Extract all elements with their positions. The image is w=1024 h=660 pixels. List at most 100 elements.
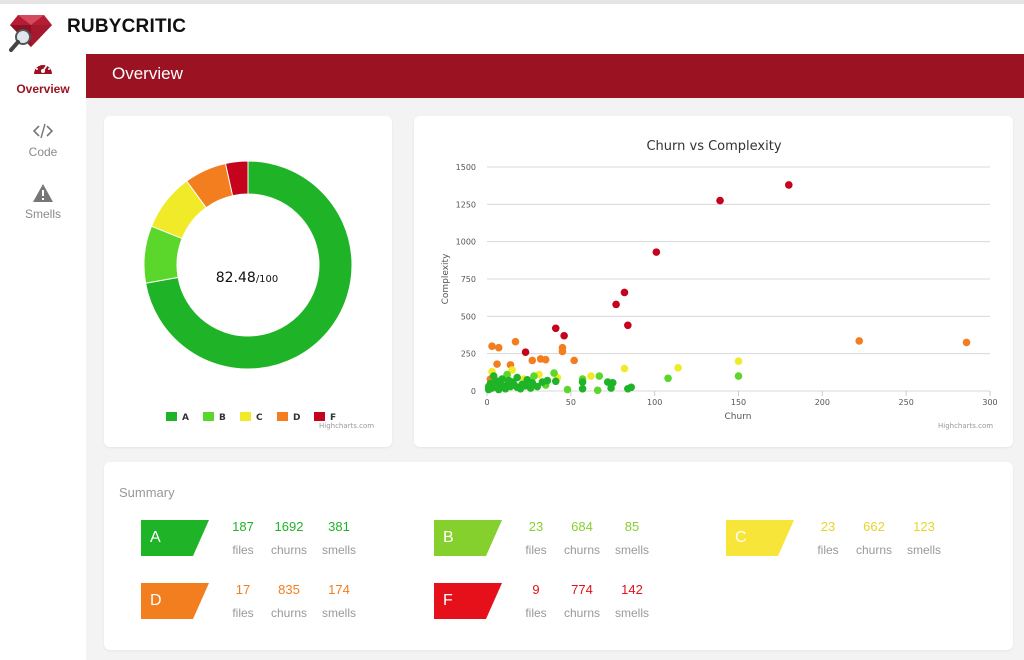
- scatter-point[interactable]: [494, 343, 503, 352]
- grade-letter: B: [443, 529, 454, 546]
- sidebar: Overview Code Smells: [0, 54, 86, 660]
- legend-swatch-d[interactable]: [277, 412, 288, 421]
- grade-f-summary: F 9 files 774 churns 142 smells: [434, 583, 680, 623]
- x-tick-label: 50: [566, 398, 576, 407]
- sidebar-item-overview[interactable]: Overview: [0, 58, 86, 114]
- scatter-point[interactable]: [541, 355, 550, 364]
- grade-a-summary: A 187 files 1692 churns 381 smells: [141, 520, 387, 560]
- grade-flag[interactable]: [434, 583, 502, 619]
- chart-credits[interactable]: Highcharts.com: [938, 422, 993, 430]
- stat-smells: 381 smells: [314, 520, 364, 558]
- sidebar-item-code[interactable]: Code: [0, 121, 86, 177]
- scatter-point[interactable]: [493, 360, 501, 368]
- scatter-point[interactable]: [570, 356, 578, 365]
- legend-label-c[interactable]: C: [256, 413, 263, 423]
- scatter-point[interactable]: [624, 384, 632, 393]
- scatter-point[interactable]: [716, 196, 724, 205]
- churn-complexity-card: Churn vs Complexity 0 250 500 750 1000 1250 15…: [414, 116, 1013, 447]
- scatter-point[interactable]: [521, 348, 530, 356]
- scatter-point[interactable]: [578, 384, 587, 393]
- scatter-point[interactable]: [488, 342, 496, 350]
- scatter-point[interactable]: [734, 357, 743, 365]
- scatter-point[interactable]: [595, 372, 604, 380]
- scatter-point[interactable]: [551, 324, 560, 333]
- scatter-point[interactable]: [528, 356, 537, 365]
- scatter-point[interactable]: [578, 378, 587, 386]
- scatter-point[interactable]: [560, 331, 568, 340]
- grade-flag[interactable]: [726, 520, 794, 556]
- legend-swatch-a[interactable]: [166, 412, 177, 421]
- scatter-point[interactable]: [504, 376, 513, 385]
- legend-label-f[interactable]: F: [330, 413, 336, 423]
- grade-letter: A: [150, 529, 161, 546]
- stat-caption: smells: [321, 606, 356, 620]
- legend-label-d[interactable]: D: [293, 413, 300, 423]
- scatter-point[interactable]: [508, 366, 516, 374]
- scatter-point[interactable]: [734, 372, 743, 380]
- stat-value: 835: [278, 582, 300, 597]
- scatter-point[interactable]: [593, 386, 602, 395]
- scatter-point[interactable]: [855, 337, 864, 345]
- donut-slice-f[interactable]: [224, 160, 249, 197]
- stat-smells: 123 smells: [899, 519, 949, 558]
- scatter-point[interactable]: [523, 376, 532, 384]
- legend-swatch-c[interactable]: [240, 412, 251, 421]
- stat-value: 23: [528, 519, 544, 534]
- sidebar-item-smells[interactable]: Smells: [0, 183, 86, 239]
- scatter-point[interactable]: [587, 372, 595, 380]
- stat-caption: files: [525, 606, 547, 620]
- legend-swatch-f[interactable]: [314, 412, 325, 421]
- top-bar: RUBYCRITIC: [0, 0, 1024, 54]
- scatter-point[interactable]: [558, 347, 567, 356]
- sidebar-item-label: Overview: [16, 82, 70, 96]
- scatter-point[interactable]: [526, 384, 535, 392]
- scatter-point[interactable]: [620, 364, 629, 373]
- scatter-point[interactable]: [652, 248, 661, 256]
- x-tick-label: 300: [982, 398, 997, 407]
- scatter-point[interactable]: [612, 300, 620, 309]
- warning-icon: [33, 184, 53, 202]
- legend-swatch-b[interactable]: [203, 412, 214, 421]
- scatter-point[interactable]: [503, 370, 511, 379]
- scatter-point[interactable]: [511, 337, 520, 346]
- svg-text:82.48/100: 82.48/100: [216, 270, 279, 286]
- scatter-point[interactable]: [620, 288, 629, 297]
- churn-complexity-chart: Churn vs Complexity 02505007501000125015…: [441, 139, 998, 430]
- score-max: /100: [256, 274, 278, 285]
- scatter-point[interactable]: [674, 364, 682, 372]
- scatter-point[interactable]: [499, 383, 508, 392]
- scatter-point[interactable]: [550, 369, 558, 377]
- stat-caption: smells: [614, 606, 649, 620]
- grade-flag[interactable]: [141, 520, 209, 556]
- stat-caption: churns: [270, 543, 308, 557]
- grade-flag[interactable]: [434, 520, 502, 556]
- stat-value: 187: [232, 519, 254, 534]
- legend-label-a[interactable]: A: [182, 413, 189, 423]
- grade-flag[interactable]: [141, 583, 209, 619]
- scatter-point[interactable]: [962, 338, 971, 347]
- scatter-point[interactable]: [513, 373, 521, 382]
- scatter-point[interactable]: [543, 376, 552, 385]
- scatter-point[interactable]: [493, 377, 501, 386]
- scatter-point[interactable]: [607, 384, 615, 392]
- ruby-magnifier-logo[interactable]: [8, 13, 54, 53]
- scatter-point[interactable]: [785, 181, 793, 189]
- stat-caption: churns: [563, 543, 601, 557]
- scatter-point[interactable]: [530, 372, 538, 380]
- scatter-point[interactable]: [664, 374, 672, 383]
- stat-value: 1692: [274, 519, 304, 534]
- stat-value: 123: [913, 519, 935, 534]
- scatter-point[interactable]: [563, 385, 572, 394]
- donut-slice-a[interactable]: [145, 160, 353, 370]
- scatter-point[interactable]: [624, 321, 632, 330]
- scatter-point[interactable]: [551, 377, 560, 386]
- chart-credits[interactable]: Highcharts.com: [319, 422, 374, 430]
- app-brand[interactable]: RUBYCRITIC: [67, 16, 187, 37]
- stat-churns: 1692 churns: [264, 519, 314, 558]
- x-axis-label: Churn: [725, 412, 752, 422]
- scatter-point[interactable]: [484, 382, 493, 391]
- grade-d-summary: D 17 files 835 churns 174 smells: [141, 583, 387, 623]
- y-tick-label: 1250: [456, 200, 476, 209]
- legend-label-b[interactable]: B: [219, 413, 226, 423]
- stat-files: 17 files: [218, 583, 268, 621]
